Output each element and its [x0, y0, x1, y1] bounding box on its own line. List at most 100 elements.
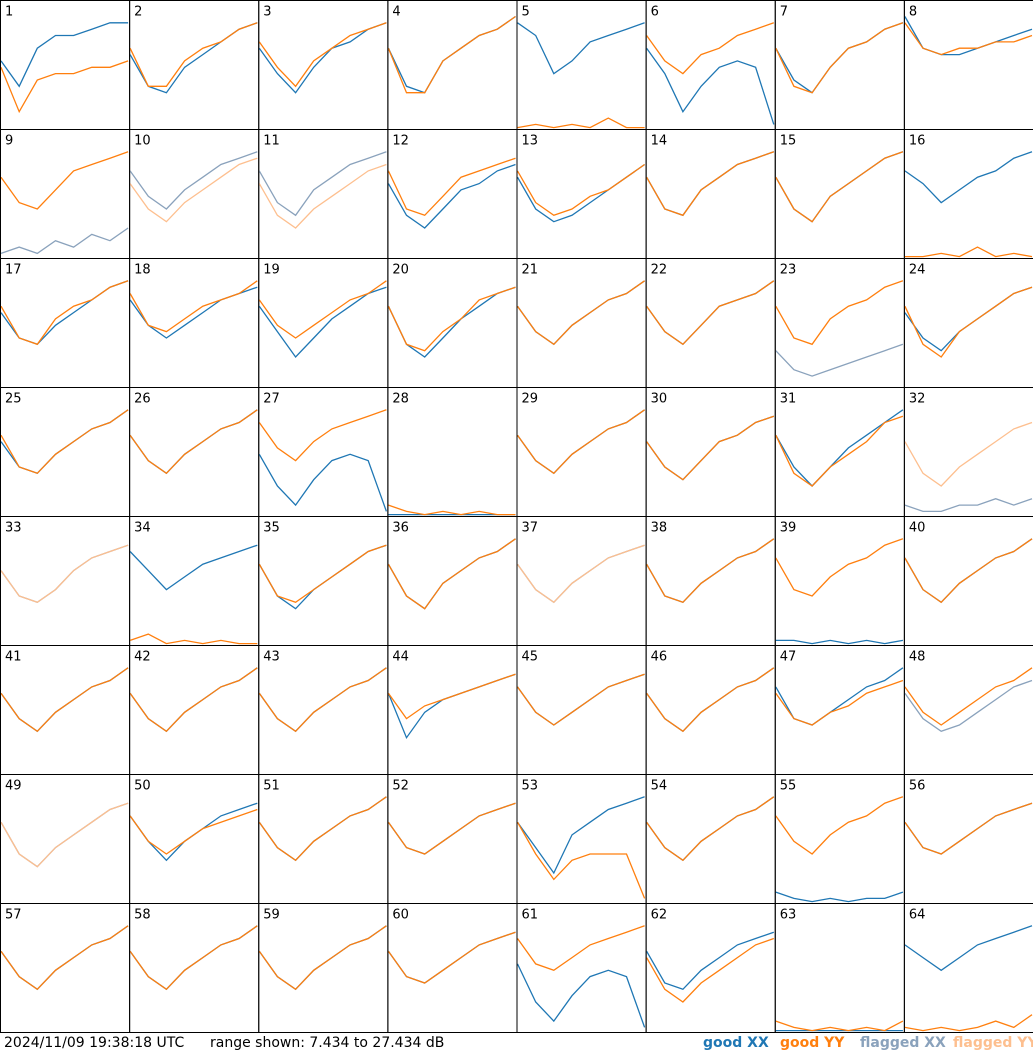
panel-label: 52 — [392, 779, 409, 794]
panel-frame — [903, 903, 1033, 1033]
panel-frame — [903, 645, 1033, 775]
yy-trace — [129, 22, 258, 87]
panel-frame — [258, 258, 389, 388]
panel-label: 57 — [5, 908, 22, 923]
yy-trace — [775, 796, 904, 855]
panel-label: 50 — [134, 779, 151, 794]
panel-label: 22 — [651, 263, 668, 278]
xx-trace — [387, 538, 516, 610]
yy-trace — [387, 931, 516, 984]
legend-entry: good YY — [780, 1035, 845, 1051]
panel-frame — [0, 387, 131, 517]
panel-frame — [516, 258, 647, 388]
yy-trace — [775, 22, 904, 94]
panel-label: 64 — [909, 908, 926, 923]
xx-trace — [387, 802, 516, 855]
panel-frame — [774, 258, 905, 388]
yy-trace — [904, 667, 1033, 726]
panel-label: 49 — [5, 779, 22, 794]
panel-label: 12 — [392, 134, 409, 149]
yy-trace — [129, 667, 258, 733]
panel-frame — [516, 0, 647, 130]
xx-trace — [646, 931, 775, 991]
timestamp: 2024/11/09 19:38:18 UTC — [4, 1035, 184, 1051]
panel-label: 63 — [780, 908, 797, 923]
panel-label: 31 — [780, 392, 797, 407]
yy-trace — [775, 679, 904, 726]
panel-frame — [0, 645, 131, 775]
panel-frame — [387, 516, 518, 646]
panel-frame — [645, 774, 776, 904]
panel-frame — [645, 387, 776, 517]
xx-trace — [387, 286, 516, 358]
yy-trace — [775, 151, 904, 223]
panel-label: 21 — [522, 263, 539, 278]
panel-label: 51 — [263, 779, 280, 794]
panel-label: 11 — [263, 134, 280, 149]
panel-frame — [645, 258, 776, 388]
xx-trace — [646, 415, 775, 481]
yy-trace — [387, 673, 516, 720]
panel-label: 34 — [134, 521, 151, 536]
xx-trace — [258, 286, 387, 359]
xx-trace — [0, 227, 129, 255]
panel-frame — [129, 0, 260, 130]
panel-frame — [0, 903, 131, 1033]
panel-frame — [0, 774, 131, 904]
yy-trace — [0, 60, 129, 114]
xx-trace — [516, 280, 645, 346]
yy-trace — [0, 667, 129, 733]
panel-frame — [774, 0, 905, 130]
panel-frame — [0, 258, 131, 388]
panel-label: 55 — [780, 779, 797, 794]
xx-trace — [0, 667, 129, 733]
yy-trace — [516, 163, 645, 217]
panel-label: 59 — [263, 908, 280, 923]
panel-frame — [516, 516, 647, 646]
panel-label: 46 — [651, 650, 668, 665]
panel-label: 58 — [134, 908, 151, 923]
panel-frame — [258, 129, 389, 259]
yy-trace — [129, 633, 258, 645]
xx-trace — [516, 963, 646, 1028]
panel-label: 14 — [651, 134, 668, 149]
panel-label: 43 — [263, 650, 280, 665]
panel-label: 35 — [263, 521, 280, 536]
panel-frame — [774, 516, 905, 646]
yy-trace — [904, 1014, 1033, 1032]
yy-trace — [516, 925, 645, 972]
panel-frame — [774, 645, 905, 775]
panel-label: 33 — [5, 521, 22, 536]
panel-frame — [387, 774, 518, 904]
yy-trace — [0, 151, 129, 210]
yy-trace — [516, 821, 646, 899]
yy-trace — [646, 22, 775, 75]
panel-frame — [645, 645, 776, 775]
xx-trace — [129, 409, 258, 475]
xx-trace — [387, 163, 516, 229]
xx-trace — [258, 667, 387, 733]
panel-label: 54 — [651, 779, 668, 794]
panel-frame — [258, 903, 389, 1033]
panel-frame — [129, 774, 260, 904]
panel-label: 4 — [392, 5, 400, 20]
yy-trace — [387, 157, 516, 217]
panel-frame — [387, 387, 518, 517]
panel-frame — [0, 516, 131, 646]
yy-trace — [0, 544, 129, 604]
xx-trace — [516, 163, 645, 223]
panel-label: 56 — [909, 779, 926, 794]
yy-trace — [258, 544, 387, 604]
xx-trace — [0, 409, 129, 475]
panel-frame — [774, 774, 905, 904]
yy-trace — [904, 538, 1033, 604]
panel-label: 44 — [392, 650, 409, 665]
yy-trace — [516, 280, 645, 346]
xx-trace — [775, 409, 904, 487]
xx-trace — [387, 673, 516, 740]
yy-trace — [775, 415, 904, 487]
panel-frame — [387, 129, 518, 259]
yy-trace — [258, 163, 387, 229]
xx-trace — [517, 22, 645, 75]
